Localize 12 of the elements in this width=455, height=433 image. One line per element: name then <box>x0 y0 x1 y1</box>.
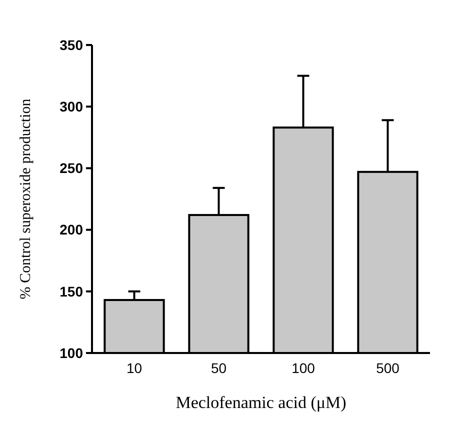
x-tick-label: 100 <box>292 360 316 376</box>
x-axis-title: Meclofenamic acid (μM) <box>176 393 346 412</box>
y-tick-label: 350 <box>60 36 84 53</box>
x-tick-label: 50 <box>210 360 227 376</box>
y-tick-label: 150 <box>60 283 84 300</box>
y-tick-label: 250 <box>60 160 84 176</box>
x-tick-label: 10 <box>126 360 142 376</box>
y-tick-label: 100 <box>60 344 84 361</box>
y-tick-label: 300 <box>60 98 84 114</box>
x-tick-label: 500 <box>376 360 400 376</box>
y-axis-title: % Control superoxide production <box>18 98 34 300</box>
y-tick-label: 200 <box>60 222 84 238</box>
